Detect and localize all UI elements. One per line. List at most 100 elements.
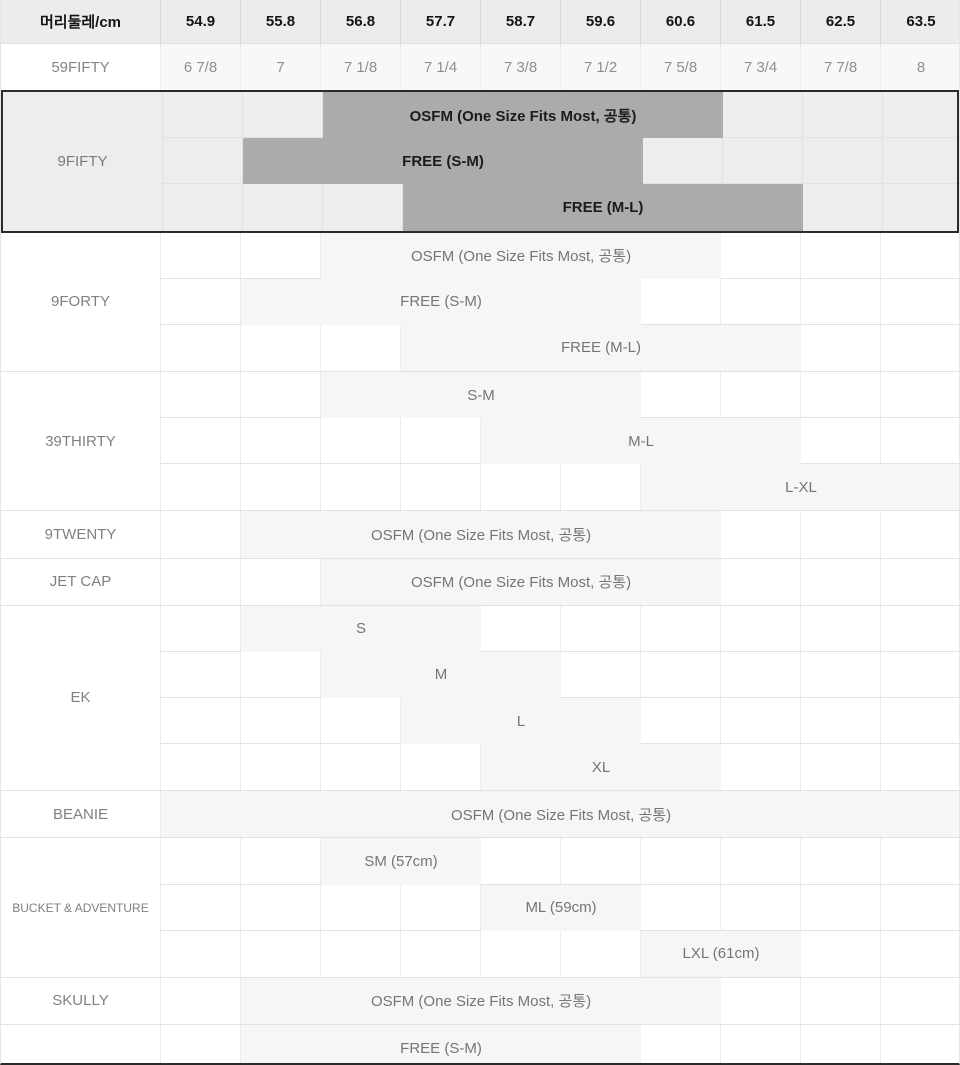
grid-cell — [881, 931, 959, 977]
grid-cell — [723, 138, 803, 185]
fitted-size-cell: 8 — [881, 44, 959, 91]
grid-cell — [161, 232, 241, 279]
group-jet-cap: JET CAP OSFM (One Size Fits Most, 공통) — [1, 558, 959, 606]
grid-cell — [161, 278, 241, 325]
grid-cell — [881, 325, 959, 371]
size-span-bar: LXL (61cm) — [641, 930, 801, 977]
group-rows: OSFM (One Size Fits Most, 공통) FREE (S-M) F… — [163, 92, 959, 231]
grid-cell — [881, 279, 959, 325]
grid-cell — [721, 977, 801, 1024]
grid-cell — [881, 559, 959, 605]
grid-cell — [801, 838, 881, 885]
size-subrow: M-L — [161, 418, 959, 465]
size-span-bar: S-M — [321, 371, 641, 419]
grid-cell — [241, 232, 321, 279]
grid-cell — [881, 606, 959, 652]
header-col-59.6: 59.6 — [561, 0, 641, 44]
grid-cell — [641, 651, 721, 698]
fitted-size-cell: 7 1/8 — [321, 44, 401, 91]
size-groups: 9FIFTY OSFM (One Size Fits Most, 공통) FREE … — [1, 90, 959, 1063]
group-rows: FREE (S-M)FREE (M-L) — [161, 1024, 959, 1063]
grid-cell — [883, 184, 959, 230]
grid-cell — [161, 884, 241, 931]
grid-cell — [721, 744, 801, 791]
group-label: 9FORTY — [1, 232, 161, 371]
group-skully: SKULLY OSFM (One Size Fits Most, 공통) — [1, 977, 959, 1025]
size-span-bar: XL — [481, 744, 721, 791]
grid-cell — [321, 418, 401, 465]
size-subrow: FREE (S-M) — [163, 138, 959, 185]
size-subrow: M — [161, 651, 959, 698]
grid-cell — [401, 464, 481, 511]
header-col-61.5: 61.5 — [721, 0, 801, 44]
grid-cell — [801, 278, 881, 325]
fitted-size-cell: 7 5/8 — [641, 44, 721, 91]
size-subrow: SM (57cm) — [161, 838, 959, 885]
grid-cell — [883, 92, 959, 139]
grid-cell — [721, 511, 801, 558]
grid-cell — [723, 92, 803, 139]
grid-cell — [721, 697, 801, 745]
header-col-55.8: 55.8 — [241, 0, 321, 44]
grid-cell — [881, 744, 959, 790]
size-subrow: S — [161, 605, 959, 652]
grid-cell — [881, 652, 959, 698]
header-col-57.7: 57.7 — [401, 0, 481, 44]
grid-cell — [801, 232, 881, 279]
header-col-62.5: 62.5 — [801, 0, 881, 44]
grid-cell — [641, 697, 721, 745]
grid-cell — [561, 464, 641, 511]
size-span-bar: OSFM (One Size Fits Most, 공통) — [161, 791, 959, 838]
group-label: BUCKET & ADVENTURE — [1, 838, 161, 977]
grid-cell — [161, 1024, 241, 1063]
group-rows: SM (57cm) ML (59cm) LXL (61cm) — [161, 838, 959, 977]
grid-cell — [243, 184, 323, 231]
group-bucket-adventure: BUCKET & ADVENTURE SM (57cm) ML (59cm) LXL … — [1, 838, 959, 978]
grid-cell — [881, 233, 959, 279]
grid-cell — [801, 697, 881, 745]
grid-cell — [801, 884, 881, 931]
fitted-size-cell: 7 1/2 — [561, 44, 641, 91]
grid-cell — [803, 92, 883, 139]
size-subrow: OSFM (One Size Fits Most, 공통) — [161, 511, 959, 558]
grid-cell — [561, 838, 641, 885]
grid-cell — [241, 418, 321, 465]
group-label: JET CAP — [1, 558, 161, 605]
header-col-54.9: 54.9 — [161, 0, 241, 44]
size-span-bar: S — [241, 605, 481, 652]
grid-cell — [163, 92, 243, 139]
size-span-bar: FREE (S-M) — [241, 1024, 641, 1063]
grid-cell — [161, 371, 241, 419]
grid-cell — [561, 651, 641, 698]
group-label: 9FIFTY — [3, 92, 163, 231]
size-span-bar: L-XL — [641, 464, 959, 511]
group-rows: OSFM (One Size Fits Most, 공통) — [161, 977, 959, 1024]
fitted-size-cell: 7 7/8 — [801, 44, 881, 91]
size-subrow: FREE (S-M) — [161, 1024, 959, 1063]
grid-cell — [163, 138, 243, 185]
grid-cell — [321, 464, 401, 511]
grid-cell — [721, 1024, 801, 1063]
size-subrow: FREE (M-L) — [161, 324, 959, 371]
group-label-59fifty: 59FIFTY — [1, 44, 161, 91]
header-col-60.6: 60.6 — [641, 0, 721, 44]
grid-cell — [721, 232, 801, 279]
size-subrow: FREE (M-L) — [163, 184, 959, 231]
grid-cell — [881, 418, 959, 465]
grid-cell — [721, 605, 801, 652]
grid-cell — [883, 138, 959, 185]
header-label: 머리둘레/cm — [1, 0, 161, 44]
grid-cell — [803, 138, 883, 185]
grid-cell — [161, 744, 241, 791]
grid-cell — [641, 1024, 721, 1063]
grid-cell — [801, 930, 881, 977]
group-rows: S M L XL — [161, 605, 959, 791]
size-span-bar: M — [321, 651, 561, 698]
group-rows: OSFM (One Size Fits Most, 공통) FREE (S-M) F… — [161, 232, 959, 371]
grid-cell — [801, 558, 881, 605]
grid-cell — [881, 978, 959, 1024]
size-span-bar: L — [401, 697, 641, 745]
grid-cell — [481, 930, 561, 977]
grid-cell — [161, 418, 241, 465]
